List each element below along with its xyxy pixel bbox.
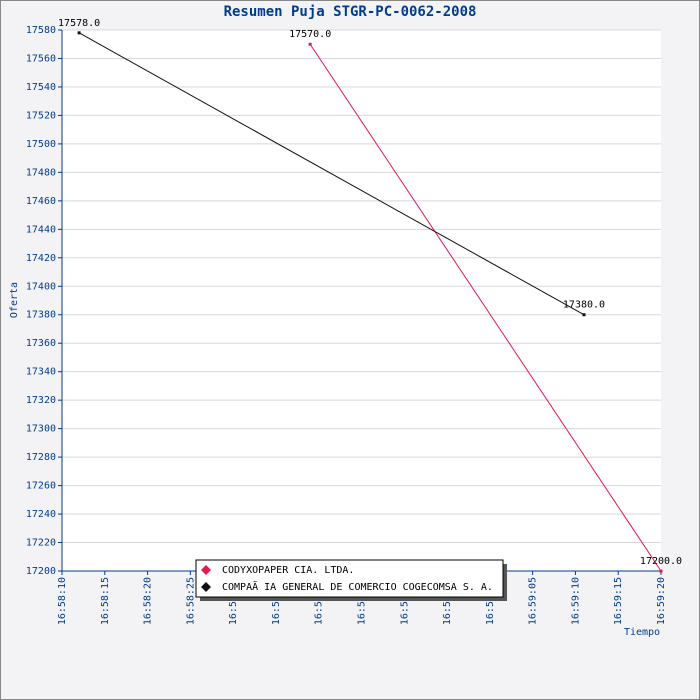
x-tick-label: 16:58:35	[271, 577, 282, 625]
point	[77, 31, 81, 35]
plot: 17200 17220 17240 17260 17280 17300 17320 17340…	[26, 18, 682, 625]
x-tick-label: 16:59:15	[613, 577, 624, 625]
x-tick-label: 16:58:25	[185, 577, 196, 625]
x-tick-label: 16:58:10	[57, 577, 68, 625]
x-tick-label: 16:58:55	[442, 577, 453, 625]
y-tick-label: 17540	[26, 82, 56, 93]
x-axis-label: Tiempo	[624, 627, 660, 638]
legend-box	[195, 559, 504, 598]
y-tick-label: 17400	[26, 281, 56, 292]
legend: CODYXOPAPER CIA. LTDA. COMPAÃ IA GENERAL …	[195, 559, 507, 601]
x-tick-label: 16:58:15	[100, 577, 111, 625]
x-tick-label: 16:59:10	[570, 577, 581, 625]
y-tick-label: 17420	[26, 253, 56, 264]
x-tick-label: 16:58:20	[143, 577, 154, 625]
value-label: 17578.0	[58, 18, 100, 29]
point	[308, 42, 312, 46]
y-tick-label: 17480	[26, 167, 56, 178]
chart-title: Resumen Puja STGR-PC-0062-2008	[224, 4, 477, 20]
y-tick-label: 17380	[26, 310, 56, 321]
legend-marker	[201, 565, 211, 575]
y-tick-label: 17340	[26, 367, 56, 378]
series-line	[78, 32, 585, 316]
x-tick-label: 16:59:20	[656, 577, 667, 625]
x-tick-label: 16:58:40	[314, 577, 325, 625]
x-tick-label: 16:58:50	[399, 577, 410, 625]
y-tick-label: 17200	[26, 566, 56, 577]
legend-label: CODYXOPAPER CIA. LTDA.	[222, 565, 354, 576]
value-label: 17200.0	[640, 556, 682, 567]
x-tick-label: 16:58:30	[228, 577, 239, 625]
legend-marker	[201, 582, 211, 592]
y-tick-label: 17240	[26, 509, 56, 520]
y-tick-label: 17460	[26, 196, 56, 207]
x-tick-label: 16:58:45	[357, 577, 368, 625]
y-tick-label: 17580	[26, 25, 56, 36]
y-tick-label: 17360	[26, 338, 56, 349]
y-tick-label: 17500	[26, 139, 56, 150]
value-label: 17570.0	[289, 29, 331, 40]
x-tick-label: 16:59:05	[528, 577, 539, 625]
point	[582, 313, 586, 317]
y-tick-label: 17320	[26, 395, 56, 406]
x-tick-label: 16:59:00	[485, 577, 496, 625]
legend-label: COMPAÃ IA GENERAL DE COMERCIO COGECOMSA …	[222, 580, 493, 593]
y-tick-label: 17300	[26, 424, 56, 435]
y-tick-label: 17520	[26, 110, 56, 121]
y-tick-label: 17280	[26, 452, 56, 463]
plot-area	[62, 30, 661, 571]
y-tick-label: 17440	[26, 224, 56, 235]
y-tick-label: 17560	[26, 53, 56, 64]
y-axis-label: Oferta	[9, 282, 20, 318]
y-tick-label: 17220	[26, 538, 56, 549]
series-line	[309, 43, 662, 572]
point	[659, 569, 663, 573]
value-label: 17380.0	[563, 300, 605, 311]
y-tick-label: 17260	[26, 481, 56, 492]
